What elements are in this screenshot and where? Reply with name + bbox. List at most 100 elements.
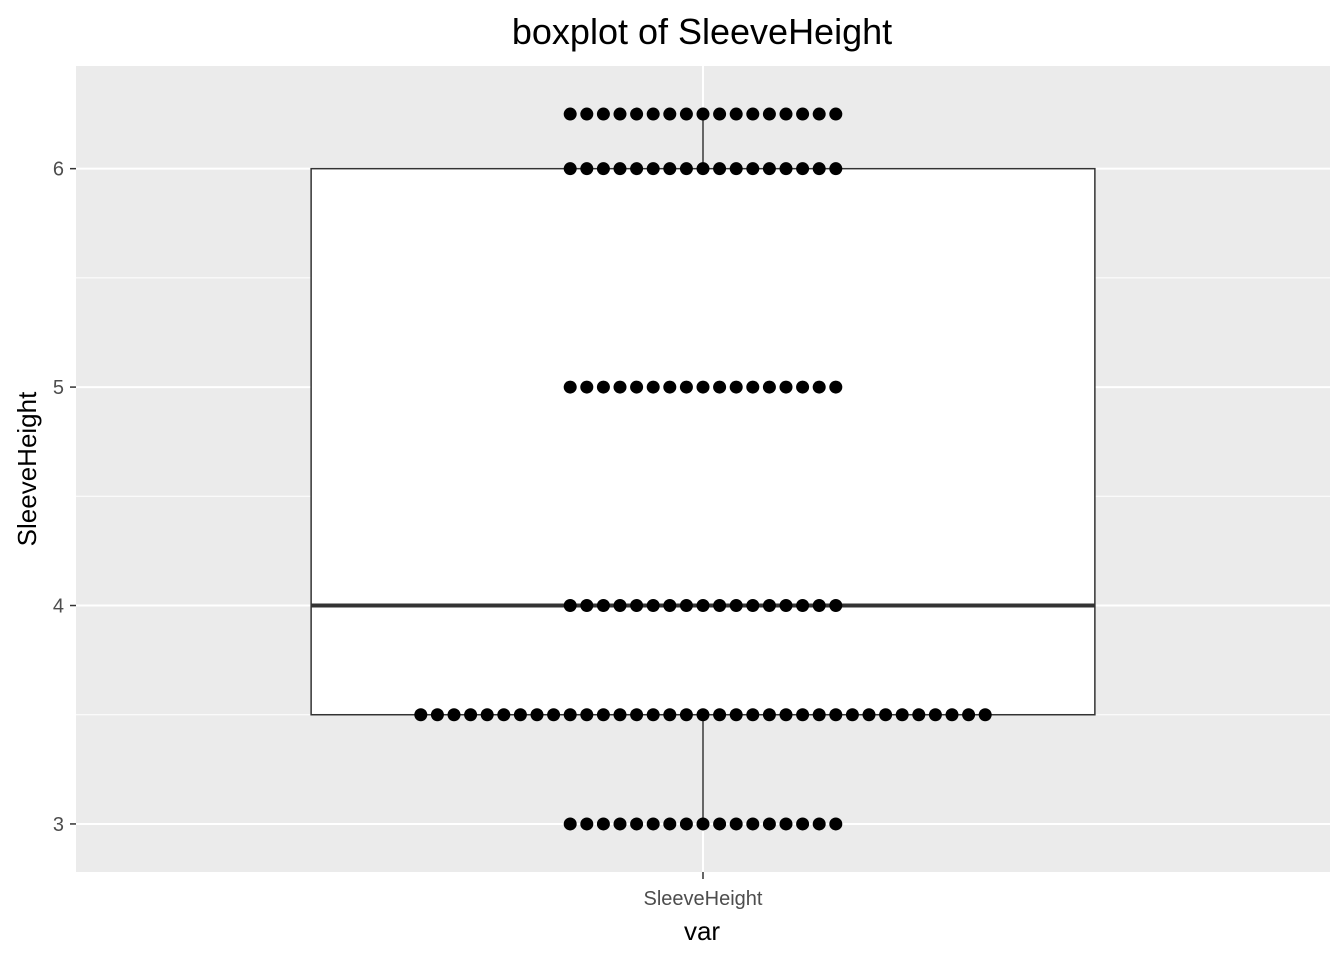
data-point — [845, 708, 859, 722]
data-point — [513, 708, 527, 722]
data-point — [696, 107, 710, 121]
data-point — [613, 162, 627, 176]
data-point — [563, 708, 577, 722]
data-point — [596, 107, 610, 121]
data-point — [580, 599, 594, 613]
data-point — [414, 708, 428, 722]
data-point — [779, 107, 793, 121]
data-point — [696, 380, 710, 394]
data-point — [663, 817, 677, 831]
data-point — [779, 817, 793, 831]
data-point — [679, 599, 693, 613]
data-point — [928, 708, 942, 722]
data-point — [762, 107, 776, 121]
data-point — [746, 817, 760, 831]
data-point — [547, 708, 561, 722]
data-point — [663, 380, 677, 394]
box-element — [310, 114, 1096, 824]
data-point — [679, 162, 693, 176]
data-point — [447, 708, 461, 722]
data-point — [596, 817, 610, 831]
data-point — [663, 162, 677, 176]
data-point — [812, 708, 826, 722]
y-tick-label: 4 — [53, 596, 64, 618]
y-tick-label: 3 — [53, 814, 64, 836]
data-point — [613, 380, 627, 394]
data-point — [796, 380, 810, 394]
data-point — [713, 107, 727, 121]
data-point — [812, 380, 826, 394]
data-point — [563, 162, 577, 176]
data-point — [812, 162, 826, 176]
y-axis: 3 4 5 6 — [53, 159, 76, 836]
data-point — [829, 599, 843, 613]
data-point — [497, 708, 511, 722]
data-point — [945, 708, 959, 722]
data-point — [430, 708, 444, 722]
data-point — [530, 708, 544, 722]
x-tick-label: SleeveHeight — [644, 888, 763, 910]
data-point — [696, 817, 710, 831]
data-point — [646, 380, 660, 394]
data-point — [613, 708, 627, 722]
data-point — [746, 708, 760, 722]
data-point — [613, 599, 627, 613]
chart-title: boxplot of SleeveHeight — [512, 11, 892, 52]
data-point — [663, 107, 677, 121]
data-point — [746, 107, 760, 121]
data-point — [580, 380, 594, 394]
data-point — [812, 107, 826, 121]
data-point — [796, 162, 810, 176]
data-point — [895, 708, 909, 722]
y-tick-label: 6 — [53, 159, 64, 181]
data-point — [646, 107, 660, 121]
data-point — [812, 599, 826, 613]
data-point — [480, 708, 494, 722]
y-tick-label: 5 — [53, 377, 64, 399]
data-point — [596, 162, 610, 176]
data-point — [713, 162, 727, 176]
data-point — [713, 708, 727, 722]
data-point — [596, 380, 610, 394]
data-point — [829, 708, 843, 722]
data-point — [962, 708, 976, 722]
data-point — [779, 380, 793, 394]
data-point — [762, 817, 776, 831]
data-point — [580, 708, 594, 722]
data-point — [596, 708, 610, 722]
data-point — [713, 599, 727, 613]
data-point — [812, 817, 826, 831]
data-point — [596, 599, 610, 613]
data-point — [729, 817, 743, 831]
data-point — [613, 817, 627, 831]
data-point — [746, 380, 760, 394]
data-point — [729, 599, 743, 613]
data-point — [829, 380, 843, 394]
data-point — [630, 599, 644, 613]
data-point — [646, 708, 660, 722]
data-point — [696, 708, 710, 722]
data-point — [978, 708, 992, 722]
data-point — [862, 708, 876, 722]
data-point — [646, 817, 660, 831]
data-point — [696, 162, 710, 176]
data-point — [729, 380, 743, 394]
data-point — [663, 708, 677, 722]
data-point — [630, 162, 644, 176]
data-point — [762, 599, 776, 613]
data-point — [613, 107, 627, 121]
data-point — [630, 817, 644, 831]
iqr-box — [310, 167, 1096, 716]
data-point — [679, 817, 693, 831]
data-point — [796, 599, 810, 613]
data-point — [829, 162, 843, 176]
data-point — [829, 817, 843, 831]
data-point — [746, 162, 760, 176]
data-point — [630, 107, 644, 121]
data-point — [563, 599, 577, 613]
data-point — [796, 708, 810, 722]
data-point — [779, 599, 793, 613]
x-axis: SleeveHeight — [644, 872, 763, 910]
data-point — [663, 599, 677, 613]
